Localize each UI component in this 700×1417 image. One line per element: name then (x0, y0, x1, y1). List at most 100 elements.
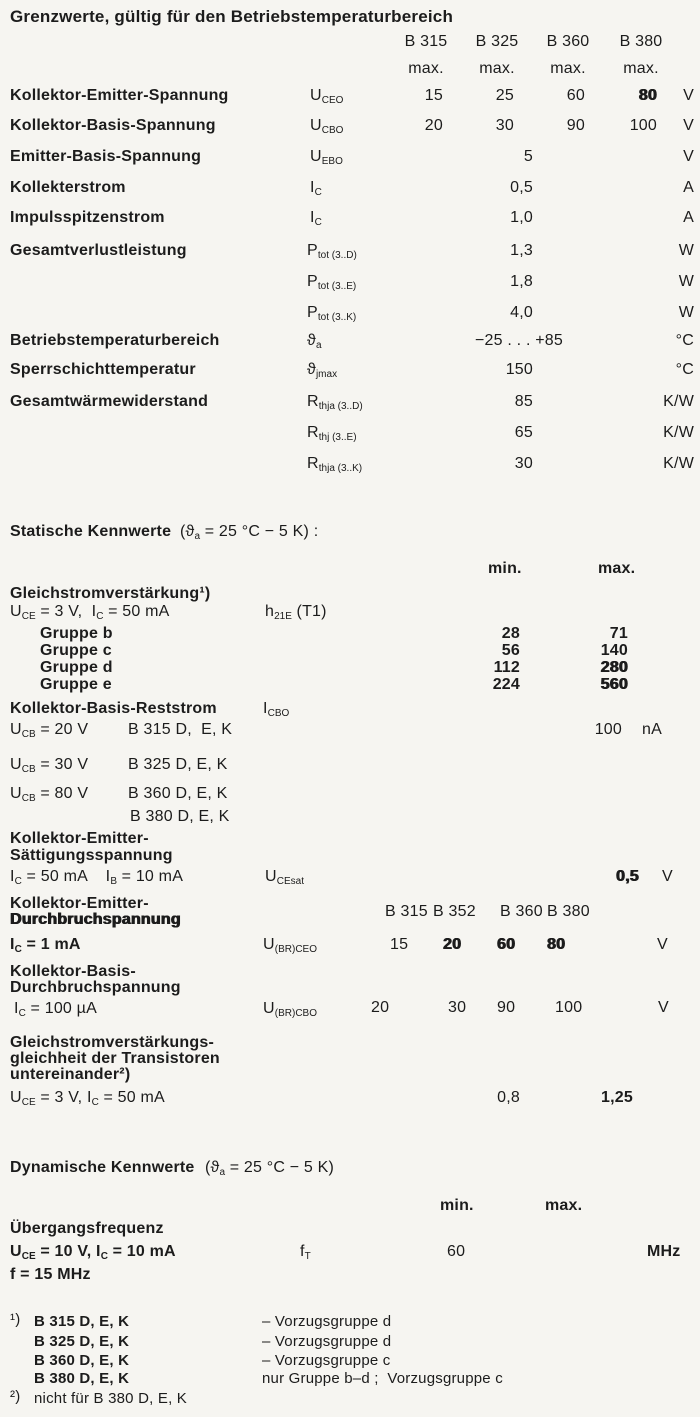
dynamics-heading: Dynamische Kennwerte (10, 1159, 195, 1176)
symbol-theta-jmax: ϑjmax (307, 361, 338, 380)
footnote1-note-b325: – Vorzugsgruppe d (262, 1333, 392, 1350)
unit-theta-a: °C (675, 332, 694, 349)
cond-gain: UCE = 3 V, IC = 50 mA (10, 603, 170, 622)
statics-heading: Statische Kennwerte (10, 523, 172, 540)
device-b315: B 315 D, E, K (128, 721, 233, 738)
limits-col-b325: B 325 (475, 33, 519, 50)
value-gruppe-d-min: 112 (493, 659, 520, 676)
brceo-col-b380: B 380 (547, 903, 590, 920)
label-brcbo-line1: Kollektor-Basis- (10, 963, 136, 980)
value-ft-min: 60 (447, 1243, 466, 1260)
value-ucbo-b380: 100 (629, 117, 657, 134)
value-brceo-b352: 20 (443, 936, 462, 953)
value-theta-a: −25 . . . +85 (475, 332, 563, 349)
value-gruppe-e-max: 560 (600, 676, 628, 693)
unit-rthj-e: K/W (663, 424, 694, 441)
label-brceo-line1: Kollektor-Emitter- (10, 895, 149, 912)
limits-max-1: max. (479, 60, 515, 77)
limits-max-3: max. (623, 60, 659, 77)
unit-ucesat: V (662, 868, 673, 885)
value-uceo-b380: 80 (638, 87, 657, 104)
value-ptot-d: 1,3 (510, 242, 533, 259)
value-ic-puls: 1,0 (510, 209, 533, 226)
value-gruppe-b-max: 71 (609, 625, 628, 642)
symbol-brceo: U(BR)CEO (263, 936, 317, 955)
unit-ucbo: V (683, 117, 694, 134)
unit-rthja-d: K/W (663, 393, 694, 410)
cond-icbo-20v: UCB = 20 V (10, 721, 89, 740)
value-brcbo-b315: 20 (371, 999, 390, 1016)
statics-heading-cond: (ϑa = 25 °C − 5 K) : (180, 523, 319, 542)
limits-max-2: max. (550, 60, 586, 77)
value-icbo-max: 100 (594, 721, 622, 738)
value-ucbo-b325: 30 (495, 117, 514, 134)
label-kollektor-basis-spannung: Kollektor-Basis-Spannung (10, 117, 216, 134)
unit-uceo: V (683, 87, 694, 104)
footnote1-marker: ¹) (10, 1311, 21, 1328)
label-impulsspitzenstrom: Impulsspitzenstrom (10, 209, 165, 226)
statics-max-header: max. (598, 560, 636, 577)
label-sperrschichttemperatur: Sperrschichttemperatur (10, 361, 196, 378)
value-brcbo-b325: 30 (448, 999, 467, 1016)
symbol-theta-a: ϑa (307, 332, 322, 351)
value-gruppe-d-max: 280 (600, 659, 628, 676)
label-matching-line3: untereinander²) (10, 1066, 131, 1083)
value-ptot-e: 1,8 (510, 273, 533, 290)
value-rthj-e: 65 (514, 424, 533, 441)
value-ucbo-b315: 20 (424, 117, 443, 134)
label-emitter-basis-spannung: Emitter-Basis-Spannung (10, 148, 202, 165)
label-gruppe-d: Gruppe d (40, 659, 113, 676)
footnote1-device-b325: B 325 D, E, K (34, 1333, 130, 1350)
label-kollektor-basis-reststrom: Kollektor-Basis-Reststrom (10, 700, 217, 717)
symbol-rthja-d: Rthja (3..D) (307, 393, 363, 412)
cond-brcbo: IC = 100 µA (14, 1000, 97, 1019)
dynamics-max-header: max. (545, 1197, 583, 1214)
symbol-uceo: UCEO (310, 87, 344, 106)
label-brceo-line2: Durchbruchspannung (10, 911, 181, 928)
value-brcbo-b360: 90 (497, 999, 516, 1016)
value-gruppe-e-min: 224 (492, 676, 520, 693)
symbol-rthj-e: Rthj (3..E) (307, 424, 357, 443)
label-ucesat-line2: Sättigungsspannung (10, 847, 173, 864)
brceo-col-b315: B 315 (385, 903, 428, 920)
value-matching-max: 1,25 (601, 1089, 633, 1106)
label-kollektorstrom: Kollekterstrom (10, 179, 126, 196)
value-matching-min: 0,8 (497, 1089, 520, 1106)
label-uebergangsfrequenz: Übergangsfrequenz (10, 1220, 164, 1237)
brceo-col-b360: B 360 (500, 903, 543, 920)
unit-ft: MHz (647, 1243, 681, 1260)
value-rthja-d: 85 (514, 393, 533, 410)
cond-icbo-30v: UCB = 30 V (10, 756, 89, 775)
symbol-ic: IC (310, 179, 322, 198)
symbol-uebo: UEBO (310, 148, 343, 167)
unit-ic: A (683, 179, 694, 196)
footnote1-note-b360: – Vorzugsgruppe c (262, 1352, 391, 1369)
label-gruppe-b: Gruppe b (40, 625, 113, 642)
label-matching-line2: gleichheit der Transistoren (10, 1050, 220, 1067)
limits-col-b380: B 380 (619, 33, 663, 50)
value-uebo: 5 (523, 148, 533, 165)
value-gruppe-c-max: 140 (600, 642, 628, 659)
symbol-ic-puls: IC (310, 209, 322, 228)
unit-uebo: V (683, 148, 694, 165)
label-ucesat-line1: Kollektor-Emitter- (10, 830, 149, 847)
label-gruppe-c: Gruppe c (40, 642, 112, 659)
unit-ptot-k: W (678, 304, 694, 321)
limits-col-b315: B 315 (404, 33, 448, 50)
limits-title: Grenzwerte, gültig für den Betriebstempe… (10, 7, 454, 26)
device-b360: B 360 D, E, K (128, 785, 228, 802)
unit-ic-puls: A (683, 209, 694, 226)
label-gesamtverlustleistung: Gesamtverlustleistung (10, 242, 187, 259)
symbol-ptot-e: Ptot (3..E) (307, 273, 357, 292)
footnote1-device-b315: B 315 D, E, K (34, 1313, 130, 1330)
unit-ptot-e: W (678, 273, 694, 290)
value-gruppe-b-min: 28 (501, 625, 520, 642)
symbol-ptot-d: Ptot (3..D) (307, 242, 357, 261)
cond-icbo-80v: UCB = 80 V (10, 785, 89, 804)
value-theta-jmax: 150 (505, 361, 533, 378)
value-brceo-b315: 15 (390, 936, 409, 953)
brceo-col-b352: B 352 (433, 903, 476, 920)
value-brceo-b380: 80 (547, 936, 566, 953)
device-b380: B 380 D, E, K (130, 808, 230, 825)
